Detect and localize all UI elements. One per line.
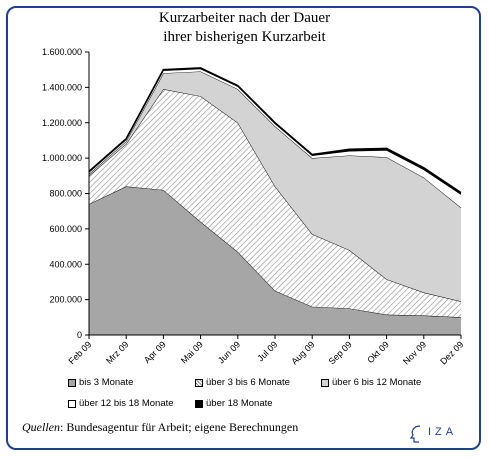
y-tick-label-7: 1.400.000 xyxy=(42,82,82,92)
x-tick-label-0: Feb 09 xyxy=(67,339,94,366)
legend-item-6-12: über 6 bis 12 Monate xyxy=(321,377,421,388)
y-tick-label-0: 0 xyxy=(77,330,82,340)
legend-label-6-12: über 6 bis 12 Monate xyxy=(332,377,422,388)
legend-swatch-6-12 xyxy=(321,378,329,387)
area-series-1 xyxy=(89,89,461,318)
x-tick-label-8: Okt 09 xyxy=(365,339,391,365)
x-tick-label-10: Dez 09 xyxy=(438,339,465,366)
chart-legend: bis 3 Monate über 3 bis 6 Monate über 6 … xyxy=(68,377,421,413)
legend-swatch-bis-3 xyxy=(68,378,76,387)
chart-title: Kurzarbeiter nach der Dauer ihrer bisher… xyxy=(0,9,489,47)
legend-label-3-6: über 3 bis 6 Monate xyxy=(206,377,290,388)
legend-item-3-6: über 3 bis 6 Monate xyxy=(195,377,290,388)
x-tick-label-3: Mai 09 xyxy=(179,339,205,365)
x-tick-label-9: Nov 09 xyxy=(401,339,428,366)
iza-logo-text: IZA xyxy=(428,426,458,438)
y-tick-label-2: 400.000 xyxy=(49,259,82,269)
x-tick-label-5: Jul 09 xyxy=(255,339,279,363)
chart-title-line-1: Kurzarbeiter nach der Dauer xyxy=(158,10,331,26)
chart-title-line-2: ihrer bisherigen Kurzarbeit xyxy=(163,29,326,45)
y-tick-label-6: 1.200.000 xyxy=(42,118,82,128)
x-tick-label-6: Aug 09 xyxy=(289,339,316,366)
source-text: : Bundesagentur für Arbeit; eigene Berec… xyxy=(60,420,299,434)
legend-label-18: über 18 Monate xyxy=(206,398,273,409)
y-tick-label-4: 800.000 xyxy=(49,189,82,199)
iza-logo: IZA xyxy=(408,424,470,444)
y-tick-label-8: 1.600.000 xyxy=(42,47,82,57)
legend-swatch-12-18 xyxy=(68,399,76,408)
legend-item-bis-3: bis 3 Monate xyxy=(68,377,133,388)
legend-item-18: über 18 Monate xyxy=(195,398,273,409)
y-tick-label-5: 1.000.000 xyxy=(42,153,82,163)
legend-swatch-3-6 xyxy=(195,378,203,387)
x-tick-label-2: Apr 09 xyxy=(142,339,168,365)
area-series-0 xyxy=(89,186,461,335)
iza-logo-head-icon xyxy=(409,425,421,443)
legend-label-12-18: über 12 bis 18 Monate xyxy=(79,398,174,409)
x-tick-label-4: Jun 09 xyxy=(216,339,242,365)
source-note: Quellen: Bundesagentur für Arbeit; eigen… xyxy=(22,420,298,435)
y-tick-label-3: 600.000 xyxy=(49,224,82,234)
x-tick-label-1: Mrz 09 xyxy=(104,339,131,366)
legend-item-12-18: über 12 bis 18 Monate xyxy=(68,398,174,409)
legend-label-bis-3: bis 3 Monate xyxy=(79,377,134,388)
area-series-2 xyxy=(89,71,461,302)
area-boundary-4 xyxy=(88,67,462,194)
x-tick-label-7: Sep 09 xyxy=(327,339,354,366)
legend-swatch-18 xyxy=(195,399,203,408)
source-label: Quellen xyxy=(22,420,60,434)
y-tick-label-1: 200.000 xyxy=(49,295,82,305)
